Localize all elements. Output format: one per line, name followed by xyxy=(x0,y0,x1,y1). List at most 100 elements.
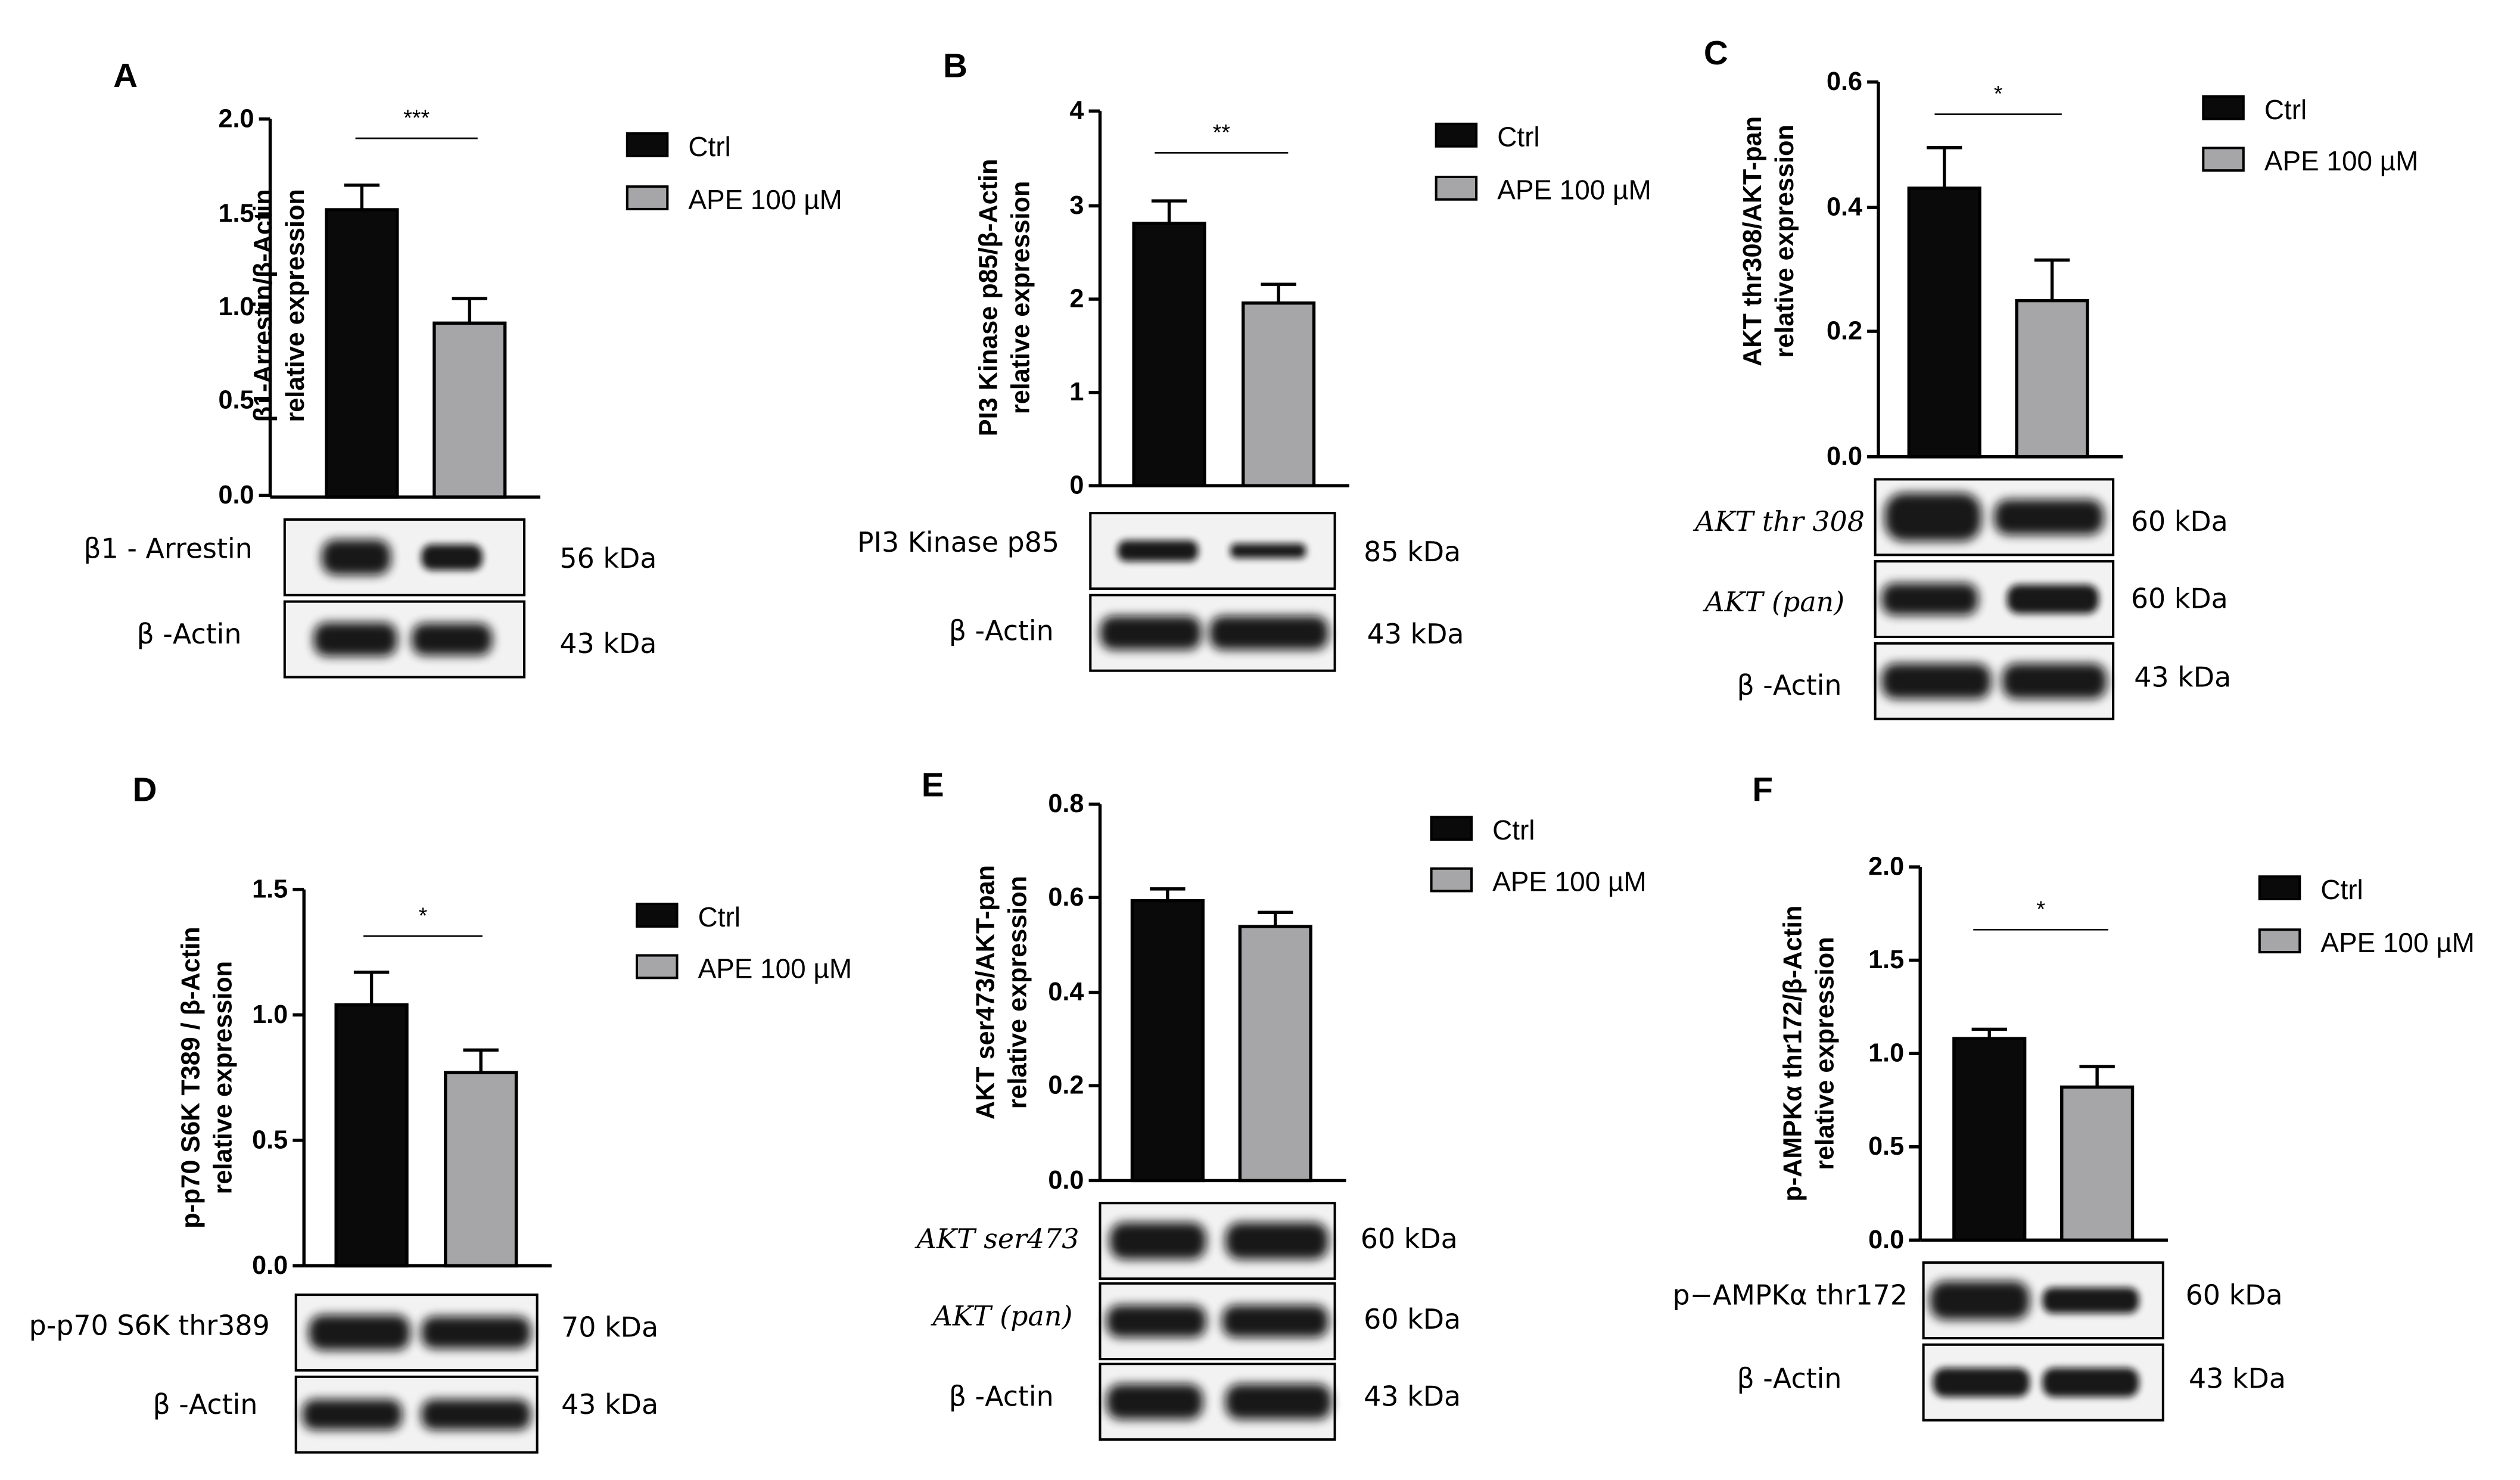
y-tick-label: 0.5 xyxy=(1868,1132,1904,1161)
band-ape xyxy=(2006,584,2099,614)
panel-letter: A xyxy=(113,57,138,95)
y-tick-label: 1.5 xyxy=(1868,946,1904,974)
bar-ape xyxy=(1242,301,1316,487)
y-axis-label-line1: AKT ser473/AKT-pan xyxy=(971,865,1000,1120)
blot-kda-label: 60 kDa xyxy=(1361,1223,1458,1255)
blot-strip: AKT thr 308 60 kDa xyxy=(1693,478,2228,556)
panel-letter: B xyxy=(943,48,967,85)
bar-ctrl xyxy=(1907,186,1981,459)
legend-label-ape: APE 100 µM xyxy=(2264,145,2418,176)
blot-label: β1 - Arrestin xyxy=(83,533,252,565)
band-ape xyxy=(421,1316,531,1349)
panel-b: B 0 1 2 3 4 ** PI3 Kinase p85/β-Actin relative e… xyxy=(857,48,1651,672)
blot-kda-label: 43 kDa xyxy=(559,627,657,660)
y-tick-label: 0.6 xyxy=(1827,67,1862,96)
band-ape xyxy=(2042,1287,2139,1314)
band-ctrl xyxy=(1109,1222,1206,1260)
y-tick-label: 0.0 xyxy=(1048,1166,1084,1195)
band-ape xyxy=(1225,1222,1329,1260)
y-tick-label: 0.8 xyxy=(1048,789,1084,818)
legend-swatch-ape xyxy=(635,954,679,980)
y-tick-label: 0.4 xyxy=(1827,193,1862,222)
band-ape xyxy=(1209,615,1329,650)
legend-label-ape: APE 100 µM xyxy=(698,953,852,984)
legend-label-ctrl: Ctrl xyxy=(1492,814,1535,845)
bar-ape xyxy=(2060,1085,2135,1242)
legend-swatch-ape xyxy=(1435,175,1478,201)
blot-strip: AKT ser473 60 kDa xyxy=(914,1202,1458,1280)
blot-kda-label: 60 kDa xyxy=(1364,1303,1461,1335)
band-ape xyxy=(1994,499,2104,535)
panel-letter: F xyxy=(1752,771,1773,809)
blot-label: AKT (pan) xyxy=(1702,586,1844,618)
y-tick-label: 0.5 xyxy=(252,1125,288,1154)
band-ctrl xyxy=(309,1314,410,1351)
legend: Ctrl APE 100 µM xyxy=(2258,874,2475,958)
blot-kda-label: 43 kDa xyxy=(561,1388,658,1420)
significance-stars: *** xyxy=(403,106,430,131)
legend-swatch-ape xyxy=(1430,867,1473,893)
y-axis-label-line1: p-AMPKα thr172/β-Actin xyxy=(1778,906,1807,1202)
legend-label-ctrl: Ctrl xyxy=(698,901,741,932)
y-axis-label: p-p70 S6K T389 / β-Actin relative express… xyxy=(177,926,238,1228)
y-axis-label-line1: PI3 Kinase p85/β-Actin xyxy=(975,159,1003,437)
blot-strip: β -Actin 43 kDa xyxy=(153,1375,658,1454)
blot-strip: AKT (pan) 60 kDa xyxy=(931,1282,1461,1361)
panel-f: F 0.0 0.5 1.0 1.5 2.0 * p-AMPKα thr172/β-Actin r… xyxy=(1672,771,2475,1422)
blot-label: AKT thr 308 xyxy=(1693,505,1865,537)
y-tick-label: 2.0 xyxy=(218,104,254,133)
y-tick-label: 0.0 xyxy=(1868,1226,1904,1254)
band-ctrl xyxy=(1100,615,1202,650)
band-ape xyxy=(421,1399,531,1430)
blot-label: AKT (pan) xyxy=(931,1299,1073,1332)
legend: Ctrl APE 100 µM xyxy=(2202,94,2418,176)
band-ape xyxy=(2042,1367,2139,1397)
y-tick-label: 1.0 xyxy=(1868,1039,1904,1068)
y-axis-label-line1: β1-Arrestin/β-Actin xyxy=(249,189,278,422)
blot-kda-label: 43 kDa xyxy=(2189,1363,2286,1395)
legend-label-ape: APE 100 µM xyxy=(1492,866,1646,897)
panel-c: C 0.0 0.2 0.4 0.6 * AKT thr308/AKT-pan relative… xyxy=(1693,35,2418,720)
band-ctrl xyxy=(321,539,391,576)
bar-ape xyxy=(1238,925,1312,1183)
legend-label-ape: APE 100 µM xyxy=(1497,175,1651,206)
blot-strip: β -Actin 43 kDa xyxy=(1737,642,2231,720)
blot-kda-label: 60 kDa xyxy=(2131,582,2228,614)
y-tick-label: 1.5 xyxy=(218,200,254,228)
blot-label: β -Actin xyxy=(949,1380,1054,1412)
y-tick-label: 0.2 xyxy=(1048,1071,1084,1100)
blot-kda-label: 70 kDa xyxy=(561,1311,658,1343)
band-ctrl xyxy=(1106,1383,1203,1420)
legend-label-ctrl: Ctrl xyxy=(1497,122,1539,153)
band-ctrl xyxy=(1930,1281,2030,1320)
band-ape xyxy=(2002,663,2107,699)
blot-strip: PI3 Kinase p85 85 kDa xyxy=(857,512,1461,590)
blot-strip: β -Actin 43 kDa xyxy=(136,600,657,679)
panel-d: D 0.0 0.5 1.0 1.5 * p-p70 S6K T389 / β-Actin re… xyxy=(29,771,852,1454)
y-axis-label-line2: relative expression xyxy=(1771,125,1799,357)
blot-label: β -Actin xyxy=(136,618,241,650)
blot-kda-label: 43 kDa xyxy=(1367,618,1464,650)
band-ape xyxy=(421,544,483,570)
bar-ctrl xyxy=(1130,898,1205,1183)
blot-strip: p−AMPKα thr172 60 kDa xyxy=(1672,1261,2283,1340)
legend-label-ctrl: Ctrl xyxy=(2264,94,2307,125)
blot-label: AKT ser473 xyxy=(914,1223,1079,1255)
y-tick-label: 1.0 xyxy=(252,1000,288,1029)
panel-letter: D xyxy=(132,771,157,809)
y-tick-label: 1 xyxy=(1069,378,1084,406)
y-axis-label-line1: p-p70 S6K T389 / β-Actin xyxy=(177,926,206,1228)
legend-swatch-ape xyxy=(626,185,669,210)
y-axis-label: β1-Arrestin/β-Actin relative expression xyxy=(249,189,310,422)
blot-strip: β -Actin 43 kDa xyxy=(949,1363,1461,1441)
legend: Ctrl APE 100 µM xyxy=(635,901,852,984)
legend-swatch-ctrl xyxy=(1430,816,1473,841)
legend: Ctrl APE 100 µM xyxy=(1435,122,1651,206)
blot-kda-label: 43 kDa xyxy=(2134,661,2231,694)
y-tick-label: 3 xyxy=(1069,191,1084,220)
legend-label-ctrl: Ctrl xyxy=(688,131,730,162)
y-axis-label-line1: AKT thr308/AKT-pan xyxy=(1738,116,1767,366)
significance-stars: * xyxy=(2036,897,2045,922)
